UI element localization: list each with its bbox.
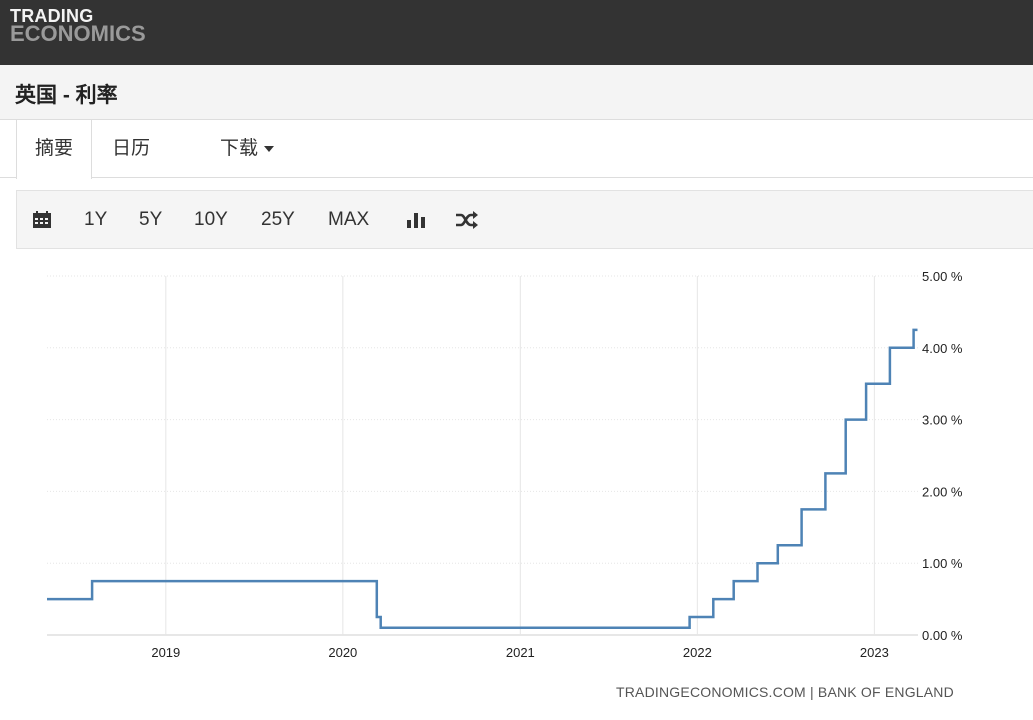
y-axis-ticks: 0.00 % 1.00 % 2.00 % 3.00 % 4.00 % 5.00 % xyxy=(922,269,963,643)
logo[interactable]: TRADING ECONOMICS xyxy=(10,6,146,46)
x-axis-ticks: 2019 2020 2021 2022 2023 xyxy=(151,645,888,660)
y-tick-label: 4.00 % xyxy=(922,341,963,356)
y-tick-label: 0.00 % xyxy=(922,628,963,643)
range-25y-button[interactable]: 25Y xyxy=(261,209,295,230)
range-max-button[interactable]: MAX xyxy=(328,209,370,230)
tab-download-label: 下载 xyxy=(220,138,259,159)
tab-summary[interactable]: 摘要 xyxy=(16,120,92,179)
range-10y-button[interactable]: 10Y xyxy=(194,209,228,230)
caret-down-icon xyxy=(264,145,275,152)
top-bar: TRADING ECONOMICS xyxy=(0,0,1033,65)
shuffle-icon[interactable] xyxy=(455,191,479,248)
y-tick-label: 2.00 % xyxy=(922,484,963,499)
title-bar: 英国 - 利率 xyxy=(0,65,1033,120)
interest-rate-series-line xyxy=(47,328,918,630)
bar-chart-icon[interactable] xyxy=(406,191,426,248)
source-label: TRADINGECONOMICS.COM | BANK OF ENGLAND xyxy=(616,684,954,700)
logo-line2: ECONOMICS xyxy=(10,21,146,46)
x-tick-label: 2020 xyxy=(328,645,357,660)
calendar-icon[interactable] xyxy=(32,191,52,248)
tab-download[interactable]: 下载 xyxy=(220,120,275,178)
x-tick-label: 2021 xyxy=(506,645,535,660)
y-tick-label: 5.00 % xyxy=(922,269,963,284)
chart-toolbar: 1Y 5Y 10Y 25Y MAX xyxy=(16,190,1033,249)
range-5y-button[interactable]: 5Y xyxy=(139,209,163,230)
tab-calendar[interactable]: 日历 xyxy=(112,138,151,159)
x-tick-label: 2023 xyxy=(860,645,889,660)
page-title: 英国 - 利率 xyxy=(15,84,118,107)
range-1y-button[interactable]: 1Y xyxy=(84,209,108,230)
x-tick-label: 2022 xyxy=(683,645,712,660)
chart-grid xyxy=(47,275,918,636)
y-tick-label: 1.00 % xyxy=(922,556,963,571)
x-tick-label: 2019 xyxy=(151,645,180,660)
y-tick-label: 3.00 % xyxy=(922,413,963,428)
logo-line1: TRADING xyxy=(10,6,94,26)
tab-bar: 摘要 日历 下载 xyxy=(0,120,1033,179)
interest-rate-chart: 2019 2020 2021 2022 2023 0.00 % 1.00 % 2.00 % 3… xyxy=(47,269,963,660)
